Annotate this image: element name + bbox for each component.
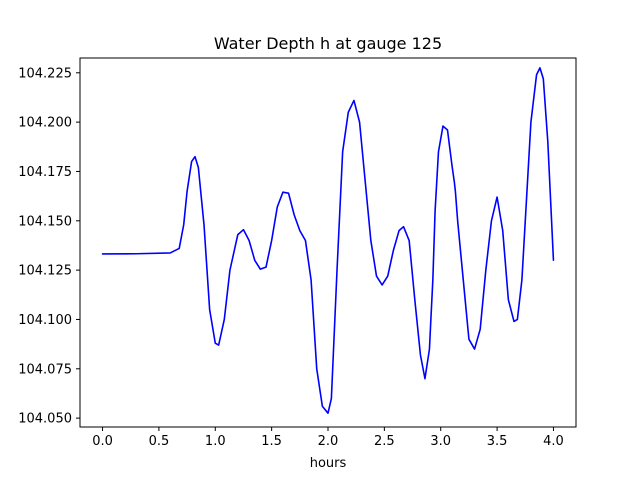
y-tick-label: 104.075: [18, 362, 72, 377]
y-tick-label: 104.200: [18, 116, 72, 131]
x-tick-label: 1.5: [261, 434, 282, 449]
x-tick-label: 3.5: [487, 434, 508, 449]
y-tick-label: 104.175: [18, 165, 72, 180]
y-tick-label: 104.100: [18, 313, 72, 328]
x-tick-label: 0.0: [92, 434, 113, 449]
chart-title: Water Depth h at gauge 125: [214, 34, 442, 53]
plot-area: [80, 58, 576, 427]
series-layer: [101, 67, 555, 414]
series-line-0: [101, 67, 555, 414]
y-tick-label: 104.150: [18, 214, 72, 229]
x-tick-label: 2.5: [374, 434, 395, 449]
y-tick-label: 104.050: [18, 412, 72, 427]
y-axis-ticks: 104.050 104.075 104.100 104.125 104.150 104.1…: [18, 66, 80, 427]
plot-background: [80, 58, 576, 427]
x-tick-label: 4.0: [543, 434, 564, 449]
x-axis-ticks: 0.0 0.5 1.0 1.5 2.0 2.5 3.0 3.5 4.0: [92, 427, 564, 449]
y-tick-label: 104.225: [18, 66, 72, 81]
y-tick-label: 104.125: [18, 264, 72, 279]
x-tick-label: 0.5: [149, 434, 170, 449]
x-axis-title: hours: [310, 456, 347, 471]
x-tick-label: 1.0: [205, 434, 226, 449]
x-tick-label: 3.0: [430, 434, 451, 449]
x-tick-label: 2.0: [318, 434, 339, 449]
